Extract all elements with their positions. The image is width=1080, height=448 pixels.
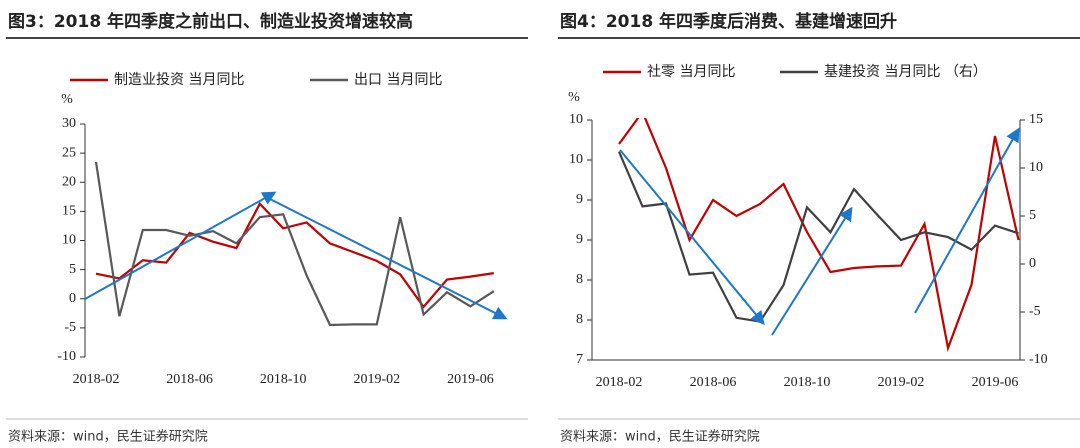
x-tick-label: 2018-06 — [690, 375, 737, 390]
x-tick-label: 2019-02 — [353, 372, 400, 387]
y-tick-label: -5 — [64, 320, 76, 335]
y-tick-label: -10 — [57, 349, 76, 364]
chart-title: 图3：2018 年四季度之前出口、制造业投资增速较高 — [8, 11, 413, 32]
chart-title: 图4：2018 年四季度后消费、基建增速回升 — [560, 11, 897, 32]
y-tick-label: 10 — [569, 152, 583, 167]
trend-arrow — [771, 206, 853, 336]
x-tick-label: 2018-10 — [260, 372, 307, 387]
y-tick-label: 10 — [62, 233, 76, 248]
y-tick-label: 0 — [69, 291, 76, 306]
source-note: 资料来源：wind，民生证券研究院 — [560, 429, 760, 445]
x-tick-label: 2019-06 — [447, 372, 494, 387]
x-tick-label: 2018-02 — [73, 372, 120, 387]
x-tick-label: 2018-02 — [596, 375, 643, 390]
legend-label: 出口 当月同比 — [354, 72, 442, 88]
y2-tick-label: -5 — [1029, 304, 1041, 319]
legend-label: 制造业投资 当月同比 — [114, 72, 244, 88]
y-tick-label: 9 — [576, 192, 583, 207]
x-tick-label: 2019-06 — [972, 375, 1019, 390]
y-tick-label: 15 — [62, 204, 76, 219]
y-tick-label: 25 — [62, 145, 76, 160]
trend-arrow — [84, 191, 277, 300]
data-line — [618, 118, 1020, 353]
data-line — [95, 201, 494, 309]
y-axis-label: % — [61, 92, 73, 107]
source-note: 资料来源：wind，民生证券研究院 — [8, 429, 208, 445]
y-tick-label: 7 — [576, 352, 583, 367]
y-tick-label: 30 — [62, 116, 76, 131]
y-tick-label: 5 — [69, 262, 76, 277]
y2-tick-label: 10 — [1029, 160, 1043, 175]
y2-tick-label: 0 — [1029, 256, 1036, 271]
trend-arrow — [267, 197, 508, 320]
data-line — [617, 151, 1019, 323]
trend-arrow — [914, 127, 1020, 314]
data-line — [94, 161, 495, 327]
x-tick-label: 2018-10 — [784, 375, 831, 390]
y-tick-label: 8 — [576, 312, 583, 327]
y2-tick-label: -10 — [1029, 352, 1048, 367]
y-axis-label: % — [568, 90, 580, 105]
trend-arrow — [619, 149, 765, 326]
y-tick-label: 20 — [62, 174, 76, 189]
x-tick-label: 2018-06 — [166, 372, 213, 387]
x-tick-label: 2019-02 — [878, 375, 925, 390]
y-tick-label: 9 — [576, 232, 583, 247]
legend-label: 社零 当月同比 — [647, 64, 735, 80]
legend-label: 基建投资 当月同比 （右） — [824, 63, 987, 80]
y2-tick-label: 5 — [1029, 208, 1036, 223]
annotations — [84, 127, 1020, 336]
y2-tick-label: 15 — [1029, 112, 1043, 127]
y-tick-label: 8 — [576, 272, 583, 287]
y-tick-label: 10 — [569, 112, 583, 127]
